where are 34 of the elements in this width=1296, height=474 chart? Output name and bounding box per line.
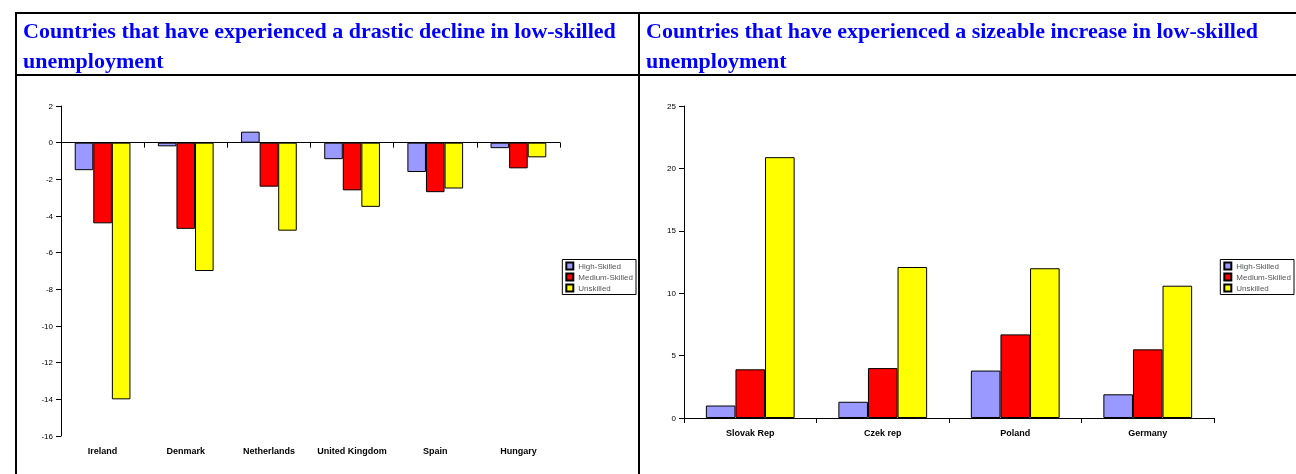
y-tick-label: 15 bbox=[667, 226, 677, 236]
x-tick-label: Netherlands bbox=[242, 445, 295, 456]
chart-title: Countries that have experienced a drastic decline in low-skilled unemployment bbox=[17, 14, 638, 76]
x-tick-label: Hungary bbox=[500, 445, 537, 456]
y-tick-label: -2 bbox=[45, 174, 54, 184]
x-tick-label: Germany bbox=[1128, 427, 1168, 438]
legend-label: High-Skilled bbox=[578, 261, 621, 271]
y-tick-label: -6 bbox=[45, 248, 54, 258]
x-tick-label: Ireland bbox=[87, 445, 118, 456]
y-tick-label: 20 bbox=[667, 163, 677, 173]
legend-label: Medium-Skilled bbox=[578, 272, 633, 282]
chart-title: Countries that have experienced a sizeable increase in low-skilled unemployment bbox=[640, 14, 1296, 76]
y-tick-label: -4 bbox=[45, 211, 54, 221]
y-tick-label: -12 bbox=[41, 358, 54, 368]
y-tick-label: -10 bbox=[41, 321, 54, 331]
legend-label: Unskilled bbox=[1236, 283, 1269, 293]
y-tick-label: -16 bbox=[41, 431, 54, 441]
y-tick-label: 0 bbox=[671, 413, 677, 423]
legend-label: Medium-Skilled bbox=[1236, 272, 1291, 282]
x-tick-label: United Kingdom bbox=[317, 445, 387, 456]
x-tick-label: Slovak Rep bbox=[725, 427, 776, 438]
legend-label: Unskilled bbox=[578, 283, 611, 293]
y-tick-label: 10 bbox=[667, 288, 677, 298]
x-tick-label: Spain bbox=[422, 445, 448, 456]
y-tick-label: 2 bbox=[48, 101, 54, 111]
y-tick-label: 25 bbox=[667, 101, 677, 111]
y-tick-label: -14 bbox=[41, 394, 54, 404]
x-tick-label: Denmark bbox=[166, 445, 206, 456]
y-tick-label: 5 bbox=[671, 351, 677, 361]
y-tick-label: -8 bbox=[45, 284, 54, 294]
y-tick-label: 0 bbox=[48, 138, 54, 148]
legend-label: High-Skilled bbox=[1236, 261, 1279, 271]
x-tick-label: Poland bbox=[1000, 427, 1031, 438]
x-tick-label: Czek rep bbox=[863, 427, 902, 438]
